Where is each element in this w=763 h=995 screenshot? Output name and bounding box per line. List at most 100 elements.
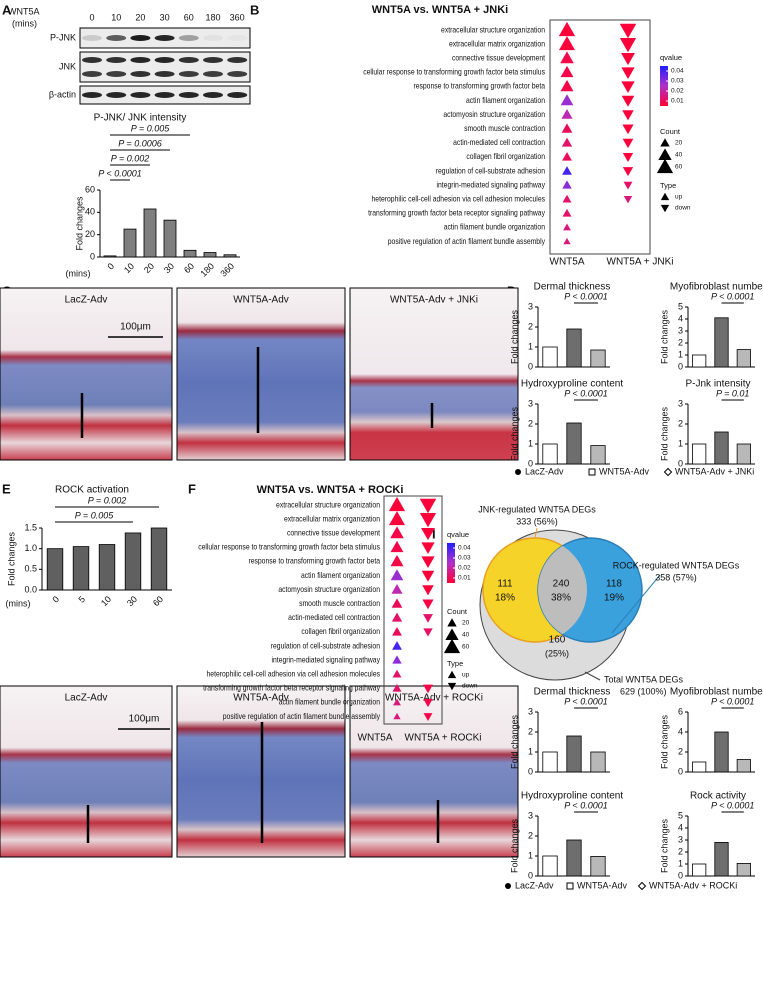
bar: [590, 349, 606, 368]
count-legend-marker: [660, 138, 670, 147]
y-axis-label: Fold changes: [509, 406, 519, 461]
enrichment-marker: [423, 628, 433, 637]
blot-band: [227, 57, 248, 63]
column-label: WNT5A + JNKi: [607, 257, 674, 268]
micrograph: [349, 287, 519, 461]
x-axis-label: (mins): [6, 598, 31, 608]
lane-label: 0: [89, 12, 94, 22]
bar: [736, 759, 751, 773]
enrichment-marker: [560, 94, 574, 106]
set-name: JNK-regulated WNT5A DEGs: [478, 504, 596, 514]
region-percent: (25%): [545, 648, 569, 658]
enrichment-marker: [390, 554, 404, 567]
enrichment-marker: [563, 237, 571, 245]
y-tick-label: 2: [678, 846, 683, 856]
set-name: ROCK-regulated WNT5A DEGs: [613, 560, 740, 570]
term-label: positive regulation of actin filament bu…: [388, 236, 546, 246]
p-value: P < 0.0001: [564, 388, 607, 398]
set-size: 358 (57%): [655, 572, 697, 582]
panel-label: E: [2, 481, 11, 496]
term-label: integrin-mediated signaling pathway: [272, 654, 381, 664]
bar: [163, 219, 177, 258]
enrichment-marker: [421, 527, 435, 541]
y-tick-label: 5: [678, 810, 683, 820]
legend-label: LacZ-Adv: [525, 466, 564, 476]
y-tick-label: 1: [528, 850, 533, 860]
y-tick-label: 2: [528, 321, 533, 331]
term-label: connective tissue development: [452, 52, 545, 62]
chart-title: Dermal thickness: [534, 687, 611, 698]
p-value: P < 0.0001: [564, 291, 607, 301]
bar: [692, 443, 707, 465]
y-tick-label: 4: [678, 313, 683, 323]
chart-title: Myofibroblast number: [670, 282, 763, 293]
y-tick-label: 3: [678, 834, 683, 844]
column-label: WNT5A: [550, 257, 585, 268]
panel-label: B: [250, 2, 259, 17]
blot-band: [203, 71, 223, 77]
p-value: P = 0.005: [131, 123, 170, 133]
y-tick-label: 2: [678, 746, 683, 756]
bar: [150, 527, 168, 591]
y-tick-label: 0.0: [24, 584, 37, 594]
bar: [590, 751, 606, 773]
legend-title: Count: [660, 127, 681, 136]
x-tick-label: 60: [151, 594, 165, 608]
bar: [103, 255, 117, 258]
bar: [714, 317, 729, 368]
type-legend-marker: [447, 682, 457, 691]
enrichment-marker: [390, 540, 404, 553]
column-label: WNT5A + ROCKi: [405, 733, 482, 744]
bar: [46, 548, 64, 591]
legend-marker: [663, 467, 673, 477]
p-value: P = 0.002: [88, 495, 126, 505]
venn-pointer: [611, 574, 661, 634]
term-label: smooth muscle contraction: [299, 598, 380, 608]
legend-marker: [637, 881, 647, 891]
panel-label: F: [188, 481, 196, 496]
blot-band: [178, 92, 199, 98]
y-tick-label: 0: [678, 870, 683, 880]
blot-band: [154, 35, 175, 41]
y-tick-label: 2: [528, 418, 533, 428]
p-value: P < 0.0001: [98, 168, 141, 178]
bar: [542, 751, 558, 773]
type-legend-marker: [660, 192, 670, 201]
p-value: P < 0.0001: [564, 696, 607, 706]
enrichment-marker: [419, 513, 437, 528]
term-label: positive regulation of actin filament bu…: [223, 711, 381, 721]
enrichment-marker: [422, 585, 434, 596]
legend-title: Type: [447, 659, 463, 668]
p-value: P = 0.0006: [118, 138, 161, 148]
count-legend-label: 20: [462, 620, 470, 627]
term-label: transforming growth factor beta receptor…: [203, 683, 380, 693]
y-tick-label: 1: [528, 341, 533, 351]
y-tick-label: 1: [528, 746, 533, 756]
enrichment-marker: [391, 598, 403, 608]
x-tick-label: 20: [142, 261, 156, 275]
y-axis-label: Fold changes: [6, 531, 16, 586]
enrichment-marker: [623, 196, 633, 204]
bar: [183, 249, 197, 258]
term-label: actomyosin structure organization: [278, 584, 380, 594]
legend-marker: [505, 883, 511, 889]
blot-band: [130, 71, 151, 77]
blot-band: [82, 57, 102, 63]
enrichment-marker: [621, 67, 635, 79]
colorbar: [447, 543, 455, 583]
bar: [692, 761, 707, 773]
type-legend-label: up: [675, 194, 683, 201]
region-count: 240: [553, 579, 570, 590]
colorbar-label: 0.01: [671, 98, 684, 105]
enrichment-marker: [621, 95, 635, 107]
y-axis-label: Fold changes: [659, 309, 669, 364]
enrichment-marker: [391, 612, 403, 622]
y-tick-label: 1: [678, 858, 683, 868]
count-legend-marker: [658, 148, 672, 160]
term-label: regulation of cell-substrate adhesion: [436, 165, 545, 175]
lane-label: 360: [230, 12, 245, 22]
blot-band: [227, 35, 247, 41]
lane-label: 20: [135, 12, 145, 22]
y-tick-label: 2: [528, 726, 533, 736]
y-tick-label: 0: [678, 766, 683, 776]
